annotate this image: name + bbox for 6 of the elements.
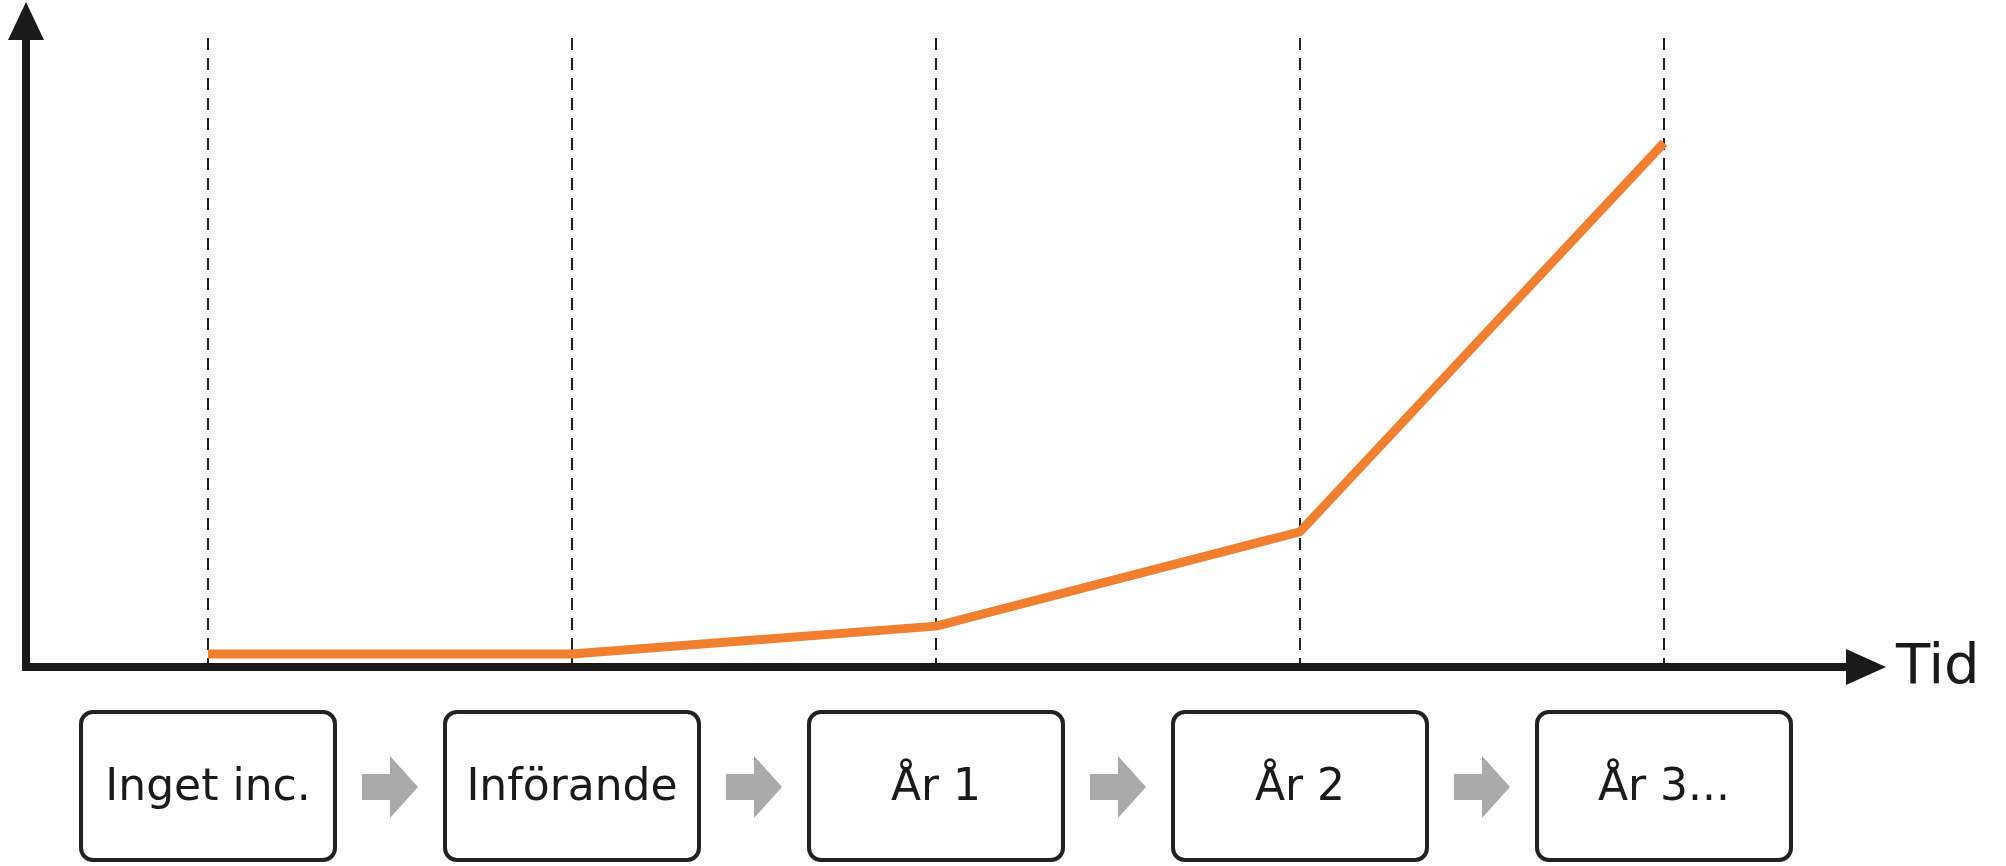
x-tick-label: Införande — [466, 758, 678, 810]
x-tick-label: År 2 — [1254, 757, 1346, 810]
x-axis-title: Tid — [1896, 631, 1980, 696]
x-tick-label: År 1 — [890, 757, 982, 810]
x-tick-label: Inget inc. — [105, 758, 311, 810]
x-tick-label: År 3... — [1597, 757, 1731, 810]
